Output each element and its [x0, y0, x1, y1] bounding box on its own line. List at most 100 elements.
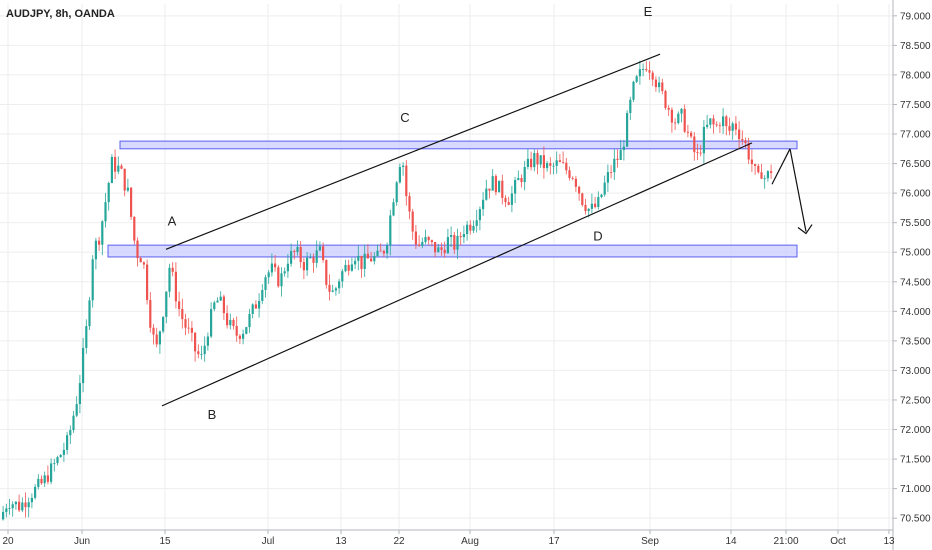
candle: [341, 268, 344, 288]
candle: [562, 151, 565, 164]
candle: [654, 76, 657, 92]
candle: [408, 192, 411, 220]
candle: [696, 143, 699, 161]
candle: [43, 471, 46, 487]
candle: [53, 458, 56, 472]
candle: [117, 156, 120, 175]
candle: [232, 318, 235, 330]
candle: [66, 431, 69, 455]
candle: [632, 80, 635, 103]
candle: [382, 249, 385, 257]
candle: [72, 411, 75, 433]
grid-layer: [0, 4, 893, 530]
candle: [78, 374, 81, 414]
candle: [267, 270, 270, 284]
candle: [763, 175, 766, 189]
candle: [699, 144, 702, 157]
candle: [738, 121, 741, 149]
trendline-layer: [161, 53, 813, 407]
candle: [578, 185, 581, 201]
candle: [181, 298, 184, 329]
candle: [546, 160, 549, 172]
candle: [283, 267, 286, 277]
zone-1[interactable]: [119, 140, 798, 150]
candle: [555, 151, 558, 174]
candle: [616, 149, 619, 168]
candle: [194, 331, 197, 362]
candle: [62, 442, 65, 462]
time-axis[interactable]: 20 Jun 15 Jul 13 22 Aug 17 Sep 14 21:00 Oct 13: [2, 530, 895, 547]
candle: [258, 293, 261, 318]
candle: [680, 107, 683, 123]
candle: [107, 181, 110, 211]
candle: [747, 137, 750, 164]
wave-label-e: E: [644, 4, 653, 19]
x-tick-label: 13: [883, 536, 895, 547]
candle: [318, 241, 321, 252]
candle: [440, 242, 443, 256]
candle: [398, 163, 401, 184]
candle: [670, 107, 673, 133]
trendline-1[interactable]: [165, 53, 661, 250]
y-tick-label: 71.000: [900, 484, 931, 495]
x-tick-label: 22: [393, 536, 405, 547]
candle: [242, 329, 245, 345]
candle: [334, 286, 337, 296]
candle: [715, 121, 718, 128]
wave-label-c: C: [400, 110, 409, 125]
candle: [434, 242, 437, 258]
candle: [658, 76, 661, 93]
trendline-3[interactable]: [771, 148, 791, 185]
candle: [536, 149, 539, 175]
candle: [523, 160, 526, 191]
zone-2[interactable]: [107, 244, 798, 258]
candle: [501, 174, 504, 205]
candle: [581, 192, 584, 207]
candle: [261, 284, 264, 304]
y-tick-label: 78.500: [900, 41, 931, 52]
candle: [709, 118, 712, 129]
trendline-2[interactable]: [161, 142, 753, 407]
candle: [229, 313, 232, 330]
candle: [584, 198, 587, 215]
candle: [85, 319, 88, 354]
candle: [613, 149, 616, 180]
y-tick-label: 75.500: [900, 218, 931, 229]
chart-title: AUDJPY, 8h, OANDA: [6, 8, 115, 20]
trendline-4[interactable]: [789, 148, 807, 232]
candle: [376, 244, 379, 258]
candle: [366, 244, 369, 259]
candle: [373, 252, 376, 265]
candle: [222, 294, 225, 321]
x-tick-label: Jun: [74, 536, 90, 547]
candle: [251, 303, 254, 319]
candle: [286, 253, 289, 278]
price-axis[interactable]: 70.500 71.000 71.500 72.000 72.500 73.000 73.5…: [893, 11, 931, 525]
candle: [146, 259, 149, 305]
candle: [475, 209, 478, 233]
candle: [683, 104, 686, 133]
candle: [741, 130, 744, 145]
candle: [722, 108, 725, 135]
candle: [514, 176, 517, 203]
candle: [158, 330, 161, 354]
candle: [642, 63, 645, 77]
y-tick-label: 74.000: [900, 307, 931, 318]
candle: [702, 120, 705, 164]
candle: [24, 492, 27, 518]
candle: [504, 195, 507, 208]
candle: [635, 74, 638, 84]
y-tick-label: 72.500: [900, 395, 931, 406]
candle: [526, 149, 529, 170]
candle: [309, 253, 312, 259]
candle: [142, 261, 145, 269]
candle: [139, 256, 142, 263]
candle: [597, 191, 600, 210]
y-tick-label: 70.500: [900, 514, 931, 525]
candle: [766, 170, 769, 182]
candle: [565, 157, 568, 175]
candle: [542, 146, 545, 179]
candle: [456, 228, 459, 259]
candle: [677, 111, 680, 125]
